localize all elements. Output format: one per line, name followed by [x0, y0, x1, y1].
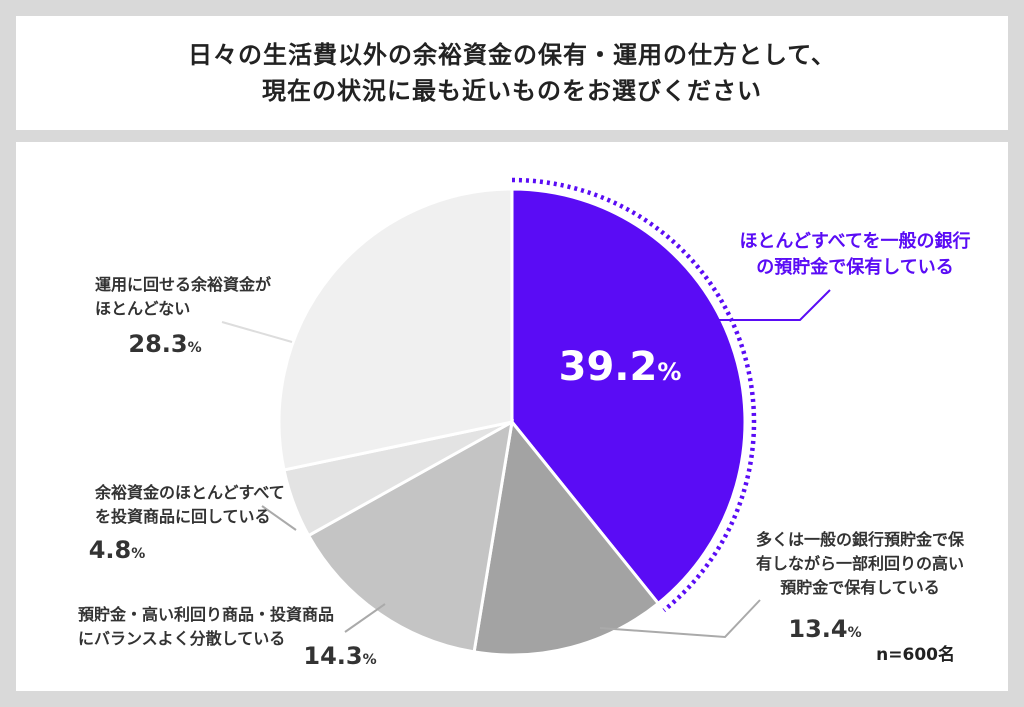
leader-line-1 — [599, 599, 761, 639]
leader-line-3 — [261, 505, 297, 531]
slice-value-label-1: 13.4% — [788, 615, 861, 643]
slice-value-label-2: 14.3% — [303, 642, 376, 670]
pie-slice-0 — [510, 187, 747, 606]
pie-slice-2 — [306, 419, 514, 654]
slice-label-0-line-1: の預貯金で保有している — [756, 256, 953, 278]
chart-title-line-1: 日々の生活費以外の余裕資金の保有・運用の仕方として、 — [187, 41, 837, 69]
slice-label-1-line-2: 預貯金で保有している — [780, 578, 940, 597]
slice-label-4-line-1: ほとんどない — [95, 299, 190, 318]
slice-label-1-line-1: 有しながら一部利回りの高い — [756, 554, 964, 573]
chart-title-line-2: 現在の状況に最も近いものをお選びください — [262, 77, 762, 105]
slice-label-1-line-0: 多くは一般の銀行預貯金で保 — [756, 530, 965, 549]
slice-label-2-line-0: 預貯金・高い利回り商品・投資商品 — [78, 605, 334, 624]
slice-value-label-3: 4.8% — [89, 536, 146, 564]
pie-slice-4 — [277, 187, 514, 472]
pie-decorations — [221, 177, 831, 639]
pie-slice-1 — [472, 418, 661, 657]
slice-label-3-line-0: 余裕資金のほとんどすべて — [94, 483, 285, 502]
highlight-dotted-arc — [511, 177, 757, 613]
title-panel: 日々の生活費以外の余裕資金の保有・運用の仕方として、 現在の状況に最も近いものを… — [16, 16, 1008, 130]
slice-value-label-0: 39.2% — [559, 344, 682, 390]
slice-label-4-line-0: 運用に回せる余裕資金が — [95, 275, 271, 294]
slice-label-2-line-1: にバランスよく分散している — [78, 629, 285, 648]
leader-line-2 — [344, 603, 386, 633]
slice-label-3-line-1: を投資商品に回している — [95, 507, 271, 526]
leader-line-4 — [221, 321, 293, 343]
slice-label-0-line-0: ほとんどすべてを一般の銀行 — [739, 230, 970, 252]
pie-slices — [277, 187, 747, 657]
sample-size-label: n=600名 — [876, 644, 955, 665]
leader-line-0 — [700, 289, 831, 321]
slice-value-label-4: 28.3% — [128, 330, 201, 358]
